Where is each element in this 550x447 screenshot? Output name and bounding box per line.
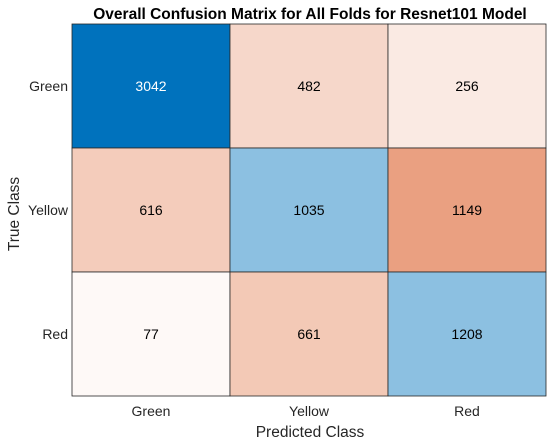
matrix-cell-red-red xyxy=(387,271,547,397)
y-tick-label: Green xyxy=(29,78,68,94)
cell-value-label: 256 xyxy=(455,78,479,94)
matrix-cell-yellow-red xyxy=(387,147,547,273)
matrix-cell-yellow-yellow xyxy=(229,147,389,273)
y-tick-label: Red xyxy=(42,326,68,342)
matrix-cells: 3042 482 256 616 1035 1149 77 661 1208 xyxy=(71,23,547,397)
matrix-cell-red-yellow xyxy=(229,271,389,397)
x-tick-label: Yellow xyxy=(289,403,330,419)
matrix-cell-green-green xyxy=(71,23,231,149)
cell-value-label: 1208 xyxy=(451,326,482,342)
cell-value-label: 661 xyxy=(297,326,321,342)
cell-value-label: 77 xyxy=(143,326,159,342)
matrix-cell-green-red xyxy=(387,23,547,149)
chart-title: Overall Confusion Matrix for All Folds f… xyxy=(93,6,527,23)
cell-value-label: 616 xyxy=(139,202,163,218)
x-axis-label: Predicted Class xyxy=(256,424,365,441)
cell-value-label: 1149 xyxy=(452,202,482,218)
y-axis-label: True Class xyxy=(6,177,23,252)
x-tick-labels: Green Yellow Red xyxy=(132,403,480,419)
matrix-cell-green-yellow xyxy=(229,23,389,149)
matrix-cell-yellow-green xyxy=(71,147,231,273)
cell-value-label: 482 xyxy=(297,78,321,94)
y-tick-label: Yellow xyxy=(28,202,69,218)
cell-value-label: 3042 xyxy=(135,78,166,94)
y-tick-labels: Green Yellow Red xyxy=(28,78,69,342)
x-tick-label: Red xyxy=(454,403,480,419)
matrix-cell-red-green xyxy=(71,271,231,397)
x-tick-label: Green xyxy=(132,403,171,419)
cell-value-label: 1035 xyxy=(293,202,324,218)
